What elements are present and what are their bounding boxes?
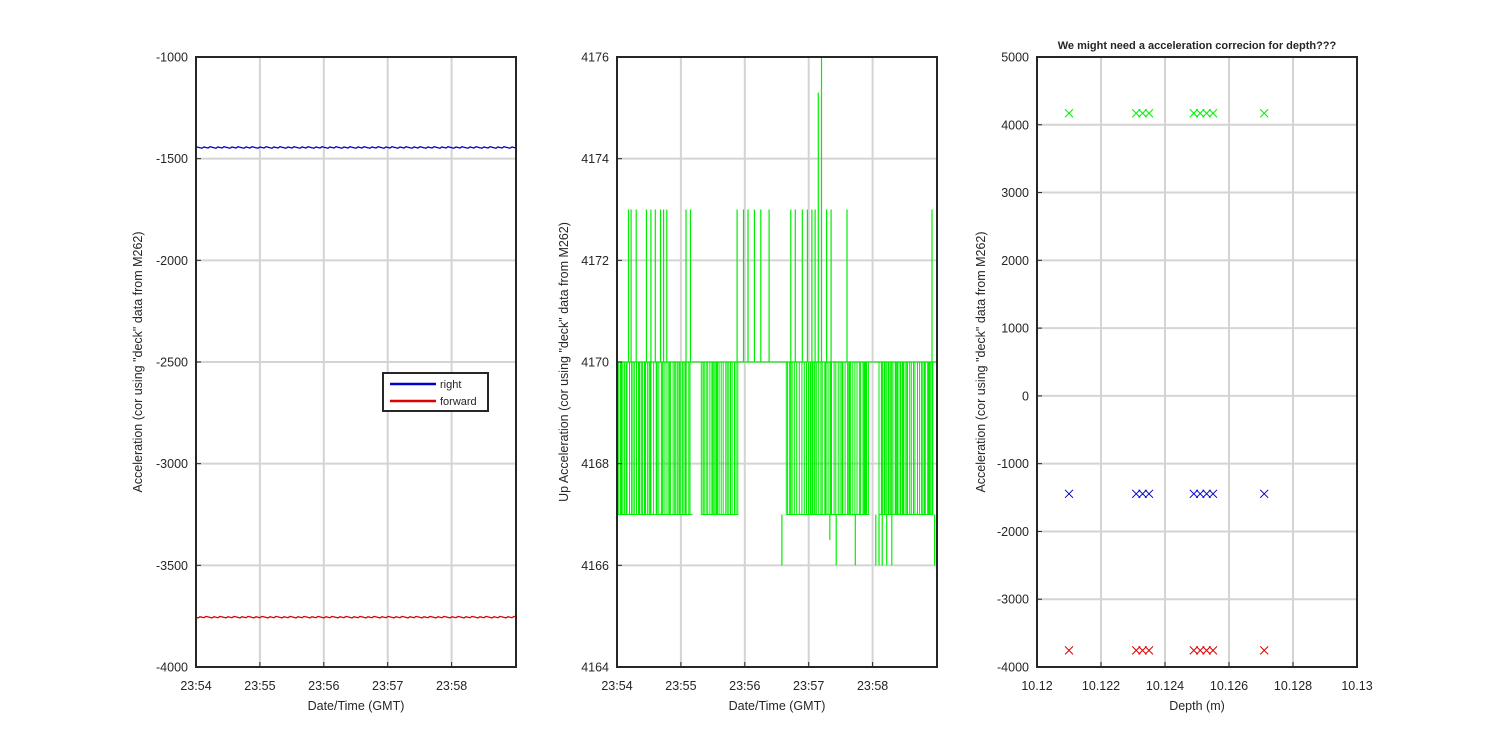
scatter-point-forward xyxy=(1189,646,1199,655)
scatter-point-forward xyxy=(1208,646,1218,655)
panel-2-xtick-label: 23:57 xyxy=(793,679,824,693)
panel-3-ytick-label: -3000 xyxy=(997,593,1029,607)
panel-2-ytick-label: 4170 xyxy=(581,356,609,370)
panel-2-ticks: 23:54 23:55 23:56 23:57 23:58 4164 4166 4168 417… xyxy=(581,51,888,694)
scatter-point-right xyxy=(1202,489,1211,499)
panel-3-xtick-label: 10.13 xyxy=(1341,679,1372,693)
panel-1-ytick-label: -2000 xyxy=(156,254,188,268)
scatter-point-forward xyxy=(1064,646,1074,655)
panel-2-ytick-label: 4164 xyxy=(581,661,609,675)
panel-2-ytick-label: 4166 xyxy=(581,559,609,573)
panel-1-grid xyxy=(196,57,516,667)
scatter-point-forward xyxy=(1202,646,1211,655)
legend-label-forward: forward xyxy=(440,396,477,408)
series-line-forward xyxy=(195,615,517,619)
panel-3-grid xyxy=(1037,57,1357,667)
scatter-point-forward xyxy=(1195,646,1205,655)
series-line-up xyxy=(616,361,937,515)
scatter-point-forward xyxy=(1131,646,1141,655)
scatter-point-right xyxy=(1144,489,1154,499)
scatter-point-up xyxy=(1195,108,1205,118)
panel-2-xlabel: Date/Time (GMT) xyxy=(729,699,826,713)
panel-2-ytick-label: 4172 xyxy=(581,254,609,268)
panel-2-xtick-label: 23:58 xyxy=(857,679,888,693)
panel-3-ytick-label: -1000 xyxy=(997,457,1029,471)
panel-2-xtick-label: 23:56 xyxy=(729,679,760,693)
scatter-point-forward xyxy=(1259,646,1269,655)
panel-1-ytick-label: -2500 xyxy=(156,356,188,370)
panel-1-xtick-label: 23:54 xyxy=(180,679,211,693)
panel-3-ytick-label: 2000 xyxy=(1001,254,1029,268)
panel-1-ylabel: Acceleration (cor using "deck" data from… xyxy=(131,231,145,492)
panel-3-plot-area xyxy=(1037,57,1357,667)
panel-3-ytick-label: 0 xyxy=(1022,389,1029,403)
panel-3-title: We might need a acceleration correcion f… xyxy=(1058,40,1337,52)
panel-3-ytick-label: 3000 xyxy=(1001,186,1029,200)
panel-2-ytick-label: 4168 xyxy=(581,457,609,471)
panel-3-ytick-label: 1000 xyxy=(1001,322,1029,336)
panel-acceleration-depth: 10.12 10.122 10.124 10.126 10.128 10.13 -4000 -… xyxy=(974,40,1373,713)
scatter-point-right xyxy=(1131,489,1141,499)
scatter-point-forward xyxy=(1144,646,1154,655)
panel-1-ytick-label: -3500 xyxy=(156,559,188,573)
scatter-point-right xyxy=(1208,489,1218,499)
panel-1-xtick-label: 23:57 xyxy=(372,679,403,693)
panel-2-ylabel: Up Acceleration (cor using "deck" data f… xyxy=(557,222,571,502)
panel-3-xtick-label: 10.126 xyxy=(1210,679,1248,693)
panel-2-ytick-label: 4176 xyxy=(581,51,609,65)
scatter-point-forward xyxy=(1138,646,1147,655)
panel-1-ytick-label: -4000 xyxy=(156,661,188,675)
scatter-point-right xyxy=(1259,489,1269,499)
panel-2-ytick-label: 4174 xyxy=(581,152,609,166)
panel-3-xtick-label: 10.128 xyxy=(1274,679,1312,693)
scatter-point-up xyxy=(1189,108,1199,118)
series-line-right xyxy=(195,146,517,149)
panel-3-ytick-label: -4000 xyxy=(997,661,1029,675)
panel-1-ytick-label: -1000 xyxy=(156,51,188,65)
panel-3-ytick-label: 5000 xyxy=(1001,51,1029,65)
scatter-point-up xyxy=(1064,108,1074,118)
panel-3-xtick-label: 10.124 xyxy=(1146,679,1184,693)
panel-1-xlabel: Date/Time (GMT) xyxy=(308,699,405,713)
panel-1-xtick-label: 23:58 xyxy=(436,679,467,693)
panel-1-ticks: 23:54 23:55 23:56 23:57 23:58 -4000 -3500 -3000… xyxy=(156,51,467,694)
panel-2-xtick-label: 23:54 xyxy=(601,679,632,693)
scatter-point-right xyxy=(1138,489,1147,499)
scatter-point-up xyxy=(1131,108,1141,118)
panel-3-xtick-label: 10.122 xyxy=(1082,679,1120,693)
panel-3-ticks: 10.12 10.122 10.124 10.126 10.128 10.13 -4000 -… xyxy=(997,51,1373,694)
panel-1-xtick-label: 23:55 xyxy=(244,679,275,693)
legend-label-right: right xyxy=(440,379,461,391)
scatter-point-up xyxy=(1208,108,1218,118)
panel-1-series xyxy=(195,146,517,619)
panel-1-xtick-label: 23:56 xyxy=(308,679,339,693)
panel-3-xtick-label: 10.12 xyxy=(1021,679,1052,693)
panel-2-xtick-label: 23:55 xyxy=(665,679,696,693)
legend-box xyxy=(382,372,489,412)
scatter-point-up xyxy=(1138,108,1147,118)
panel-3-xlabel: Depth (m) xyxy=(1169,699,1225,713)
legend: right forward xyxy=(382,372,489,412)
panel-3-series xyxy=(1064,108,1269,655)
scatter-point-right xyxy=(1189,489,1199,499)
panel-1-ytick-label: -1500 xyxy=(156,152,188,166)
panel-3-axes-box xyxy=(1036,56,1358,668)
scatter-point-right xyxy=(1064,489,1074,499)
panel-3-ylabel: Acceleration (cor using "deck" data from… xyxy=(974,231,988,492)
scatter-point-up xyxy=(1259,108,1269,118)
scatter-point-right xyxy=(1195,489,1205,499)
panel-acceleration-time: 23:54 23:55 23:56 23:57 23:58 -4000 -3500 -3000… xyxy=(131,51,517,713)
scatter-point-up xyxy=(1144,108,1154,118)
panel-3-ytick-label: 4000 xyxy=(1001,118,1029,132)
panel-2-series xyxy=(616,57,937,566)
scatter-point-up xyxy=(1202,108,1211,118)
panel-3-ytick-label: -2000 xyxy=(997,525,1029,539)
panel-1-ytick-label: -3000 xyxy=(156,457,188,471)
panel-up-acceleration-time: 23:54 23:55 23:56 23:57 23:58 4164 4166 4168 417… xyxy=(557,51,938,713)
